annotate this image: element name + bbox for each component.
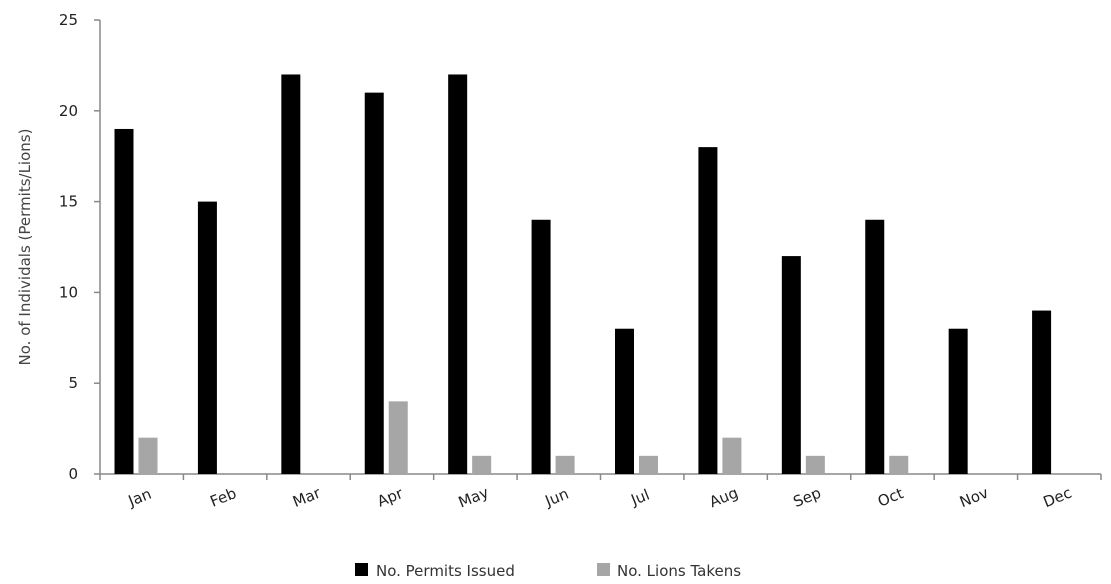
x-tick-label: May <box>456 483 492 511</box>
bar-permits-issued <box>281 74 301 474</box>
x-tick-label: Oct <box>875 484 906 510</box>
y-tick-label: 15 <box>59 193 78 211</box>
legend-label: No. Lions Takens <box>617 562 741 580</box>
bars <box>114 74 1052 474</box>
y-axis: No. of Individals (Permits/Lions) 0 5 10 15… <box>16 11 101 483</box>
bar-lions-taken <box>722 437 742 474</box>
y-tick-label: 10 <box>59 283 78 301</box>
y-tick-label: 25 <box>59 11 78 29</box>
bar-permits-issued <box>865 219 885 474</box>
bar-permits-issued <box>698 147 718 474</box>
bar-permits-issued <box>781 256 801 474</box>
legend: No. Permits Issued No. Lions Takens <box>355 562 741 580</box>
legend-label: No. Permits Issued <box>376 562 515 580</box>
y-axis-label: No. of Individals (Permits/Lions) <box>16 129 34 366</box>
x-tick-label: Apr <box>375 484 407 511</box>
y-tick-label: 5 <box>68 374 78 392</box>
bar-permits-issued <box>197 201 217 474</box>
x-tick-label: Nov <box>957 483 991 511</box>
bar-lions-taken <box>639 455 658 474</box>
bar-lions-taken <box>889 455 909 474</box>
bar-permits-issued <box>114 128 134 474</box>
legend-swatch <box>597 563 610 576</box>
x-tick-label: Feb <box>208 484 239 511</box>
x-tick-label: Aug <box>707 484 741 512</box>
x-tick-label: Jun <box>542 485 571 511</box>
bar-permits-issued <box>448 74 468 474</box>
x-axis: Jan Feb Mar Apr May Jun Jul Aug Sep Oct Nov Dec <box>99 473 1102 512</box>
bar-permits-issued <box>615 328 634 474</box>
bar-lions-taken <box>388 401 408 474</box>
x-tick-label: Mar <box>290 483 324 511</box>
x-tick-label: Dec <box>1041 484 1075 512</box>
bar-permits-issued <box>1032 310 1052 474</box>
x-tick-label: Jan <box>125 485 154 511</box>
bar-permits-issued <box>948 328 968 474</box>
bar-permits-issued <box>531 219 551 474</box>
y-tick-label: 0 <box>68 465 78 483</box>
bar-permits-issued <box>364 92 384 474</box>
bar-lions-taken <box>805 455 825 474</box>
x-tick-label: Sep <box>791 484 824 511</box>
y-tick-label: 20 <box>59 102 78 120</box>
bar-lions-taken <box>555 455 575 474</box>
x-tick-label: Jul <box>628 486 652 510</box>
bar-lions-taken <box>138 437 158 474</box>
legend-swatch <box>355 563 368 576</box>
bar-lions-taken <box>472 455 492 474</box>
